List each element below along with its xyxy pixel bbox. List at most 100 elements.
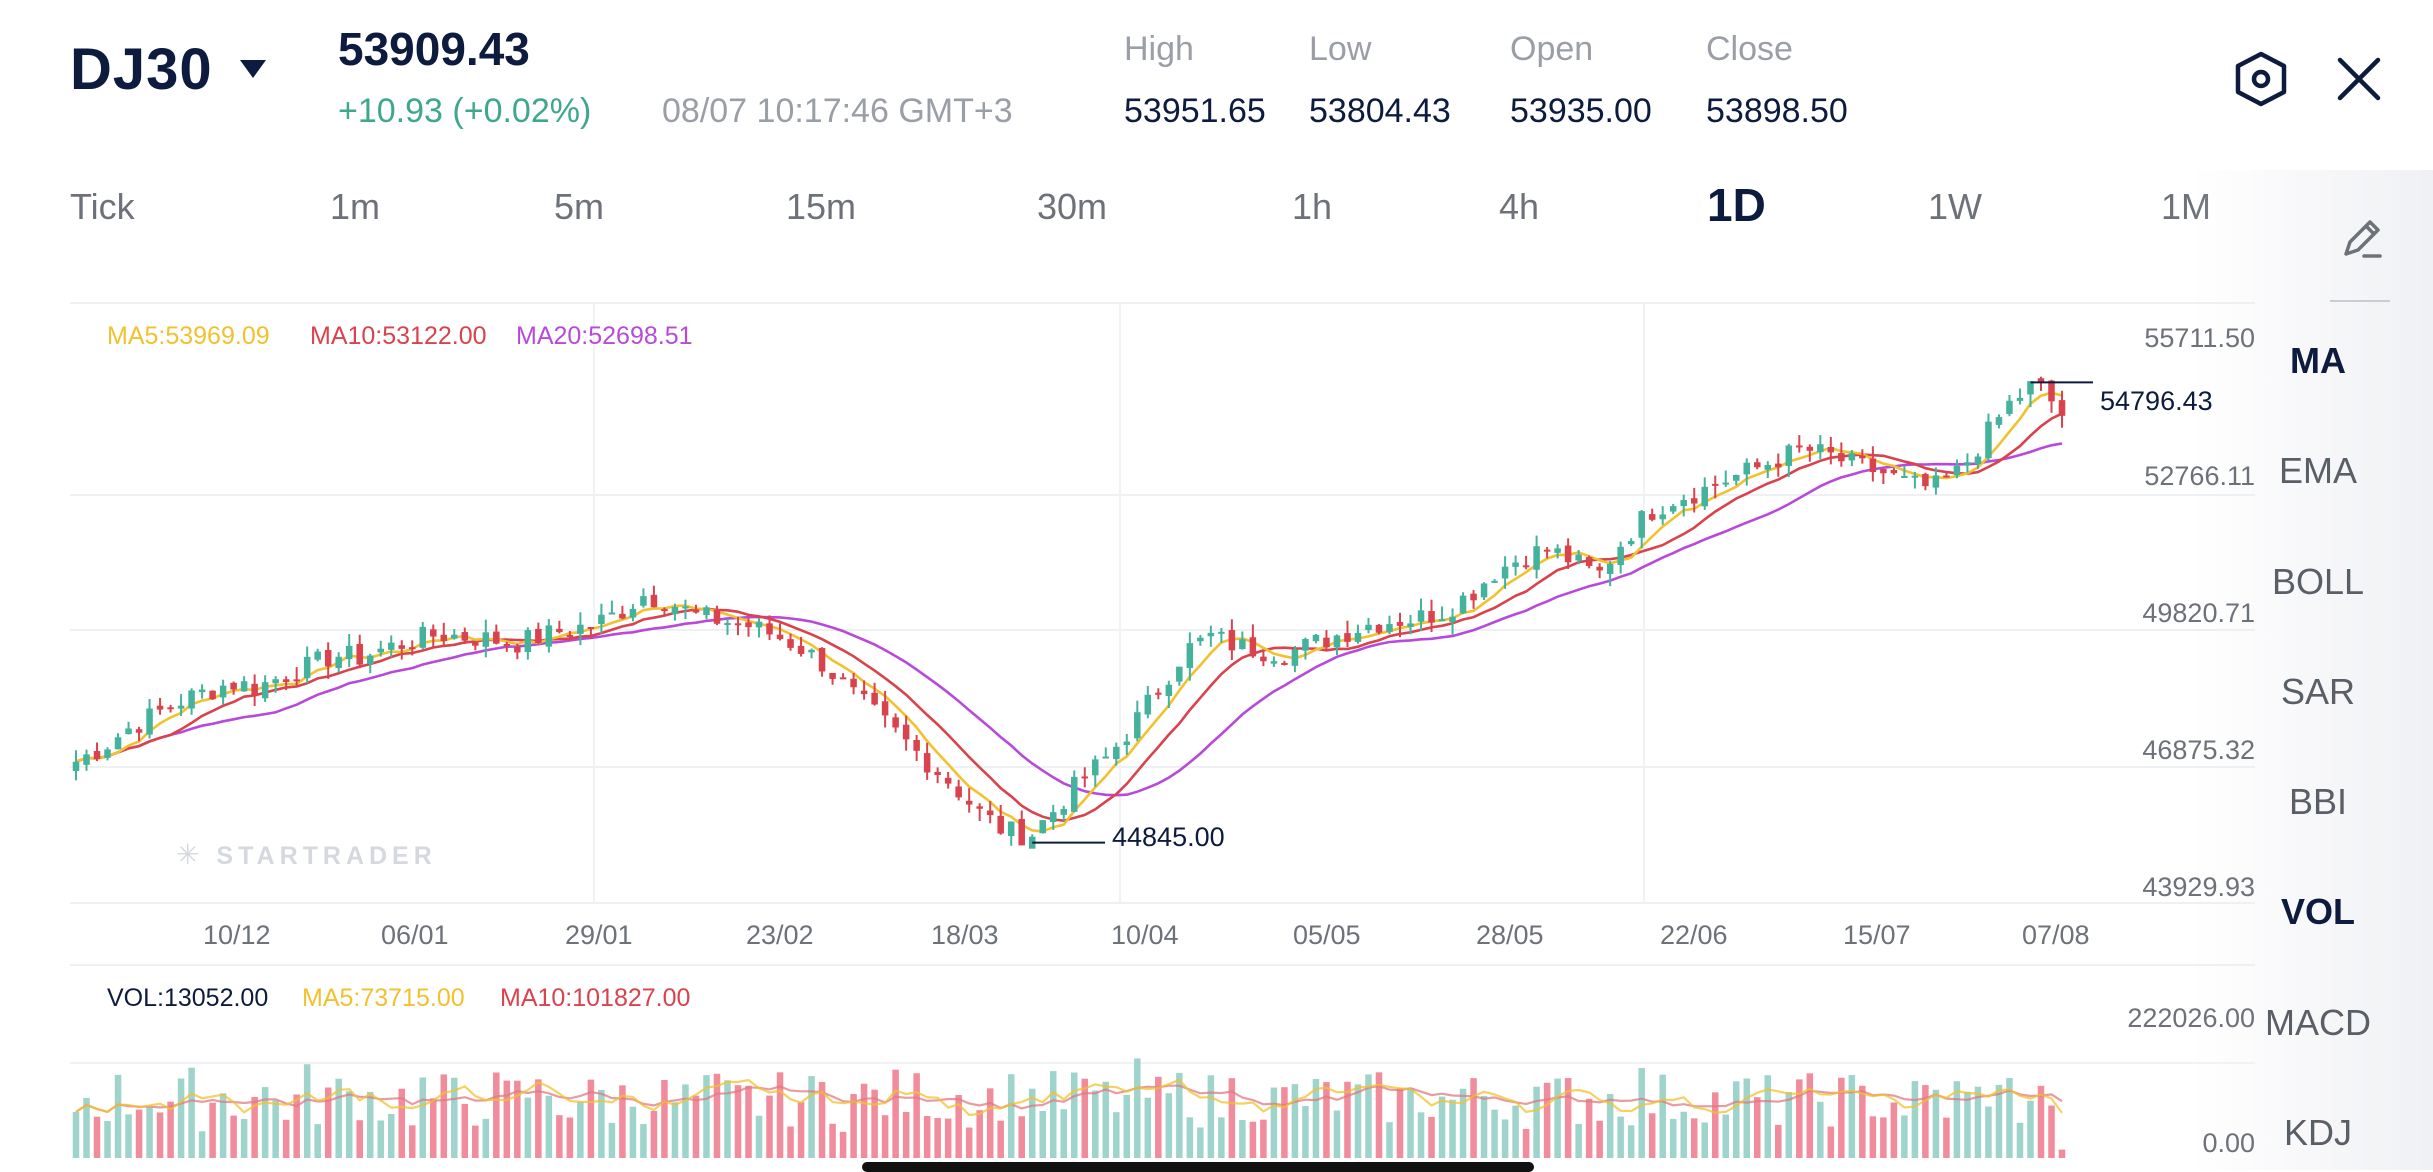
volume-bar xyxy=(1333,1110,1341,1158)
volume-bar xyxy=(1680,1111,1687,1158)
volume-bar xyxy=(451,1077,458,1158)
indicator-macd[interactable]: MACD xyxy=(2265,1002,2371,1043)
candle-body xyxy=(1827,446,1835,453)
close-icon[interactable] xyxy=(2334,54,2384,104)
candle-body xyxy=(125,728,132,735)
candle-body xyxy=(1606,564,1614,574)
tab-4h[interactable]: 4h xyxy=(1499,186,1540,227)
candle-body xyxy=(1522,565,1530,568)
tab-tick[interactable]: Tick xyxy=(70,186,135,227)
candle-body xyxy=(303,656,311,679)
sidebar-background xyxy=(2190,170,2433,1170)
pencil-draw-icon[interactable] xyxy=(2336,212,2388,264)
tab-1m[interactable]: 1m xyxy=(330,186,381,227)
symbol-selector[interactable]: DJ30 xyxy=(70,36,213,103)
volume-bar xyxy=(1239,1119,1246,1158)
candle-body xyxy=(1333,635,1341,648)
candle-body xyxy=(839,677,847,680)
candle-body xyxy=(1312,634,1320,642)
indicator-sar[interactable]: SAR xyxy=(2280,671,2356,712)
volume-bar xyxy=(1396,1088,1404,1158)
candle-body xyxy=(503,643,511,646)
candle-body xyxy=(1911,475,1919,478)
candle-body xyxy=(1060,809,1068,815)
volume-bar xyxy=(1407,1087,1414,1158)
volume-bar xyxy=(251,1096,258,1158)
vol-legend: VOL:13052.00 xyxy=(107,984,269,1012)
quote-timestamp: 08/07 10:17:46 GMT+3 xyxy=(662,92,1013,130)
volume-bar xyxy=(1186,1117,1194,1158)
volume-bar xyxy=(682,1084,689,1158)
symbol-name[interactable]: DJ30 xyxy=(70,37,213,102)
candle-body xyxy=(282,679,290,683)
candle-body xyxy=(1617,546,1624,565)
y-tick-label: 52766.11 xyxy=(2144,461,2255,491)
candle-body xyxy=(629,608,637,618)
candle-body xyxy=(198,689,206,693)
candle-body xyxy=(472,642,479,646)
volume-bar xyxy=(1785,1092,1793,1158)
volume-bar xyxy=(818,1081,826,1158)
indicator-bbi[interactable]: BBI xyxy=(2288,781,2348,822)
volume-bar xyxy=(387,1113,395,1158)
candle-body xyxy=(1680,500,1687,507)
candle-body xyxy=(1785,445,1793,466)
candle-body xyxy=(1018,818,1025,846)
volume-bar xyxy=(356,1120,363,1158)
candle-body xyxy=(566,634,574,637)
stat-open-label: Open xyxy=(1510,30,1594,68)
stat-high-label: High xyxy=(1124,30,1194,68)
price-chart[interactable] xyxy=(0,0,2260,1170)
volume-bar xyxy=(482,1118,490,1158)
x-tick-label: 05/05 xyxy=(1293,920,1361,950)
tab-15m[interactable]: 15m xyxy=(786,186,857,227)
volume-bar xyxy=(1964,1091,1971,1158)
tab-5m[interactable]: 5m xyxy=(554,186,605,227)
tab-1w[interactable]: 1W xyxy=(1928,186,1982,227)
chevron-down-icon[interactable] xyxy=(240,60,266,78)
candle-body xyxy=(923,753,931,773)
volume-bar xyxy=(871,1089,878,1158)
volume-bar xyxy=(692,1095,700,1158)
volume-bar xyxy=(1102,1081,1110,1158)
volume-bar xyxy=(1270,1087,1278,1158)
volume-bar xyxy=(1596,1120,1603,1158)
candle-body xyxy=(356,643,363,665)
candle-body xyxy=(135,729,143,733)
candle-body xyxy=(745,622,752,628)
tab-1d[interactable]: 1D xyxy=(1707,179,1766,231)
volume-bar xyxy=(545,1095,553,1158)
candle-body xyxy=(598,614,605,625)
tab-1h[interactable]: 1h xyxy=(1292,186,1333,227)
candle-body xyxy=(1533,546,1540,570)
volume-bar xyxy=(1092,1090,1099,1158)
volume-bar xyxy=(1070,1072,1078,1158)
indicator-boll[interactable]: BOLL xyxy=(2271,561,2365,602)
candle-body xyxy=(1901,476,1908,479)
volume-bar xyxy=(230,1115,237,1158)
indicator-ema[interactable]: EMA xyxy=(2278,450,2357,491)
volume-bar xyxy=(776,1072,784,1158)
candle-body xyxy=(1438,619,1446,622)
low-marker-label: 44845.00 xyxy=(1112,822,1225,852)
candle-body xyxy=(1648,514,1656,520)
indicator-ma[interactable]: MA xyxy=(2290,340,2346,381)
indicator-vol[interactable]: VOL xyxy=(2280,891,2355,932)
volume-bar xyxy=(514,1080,521,1158)
candle-body xyxy=(335,656,342,668)
indicator-kdj[interactable]: KDJ xyxy=(2283,1112,2352,1153)
tab-30m[interactable]: 30m xyxy=(1037,186,1108,227)
candle-body xyxy=(797,645,805,654)
candle-body xyxy=(209,690,216,700)
volume-bar xyxy=(1281,1087,1288,1158)
candle-body xyxy=(524,630,532,652)
stat-close-label: Close xyxy=(1706,30,1793,68)
volume-bar xyxy=(1018,1116,1025,1158)
settings-icon[interactable] xyxy=(2232,48,2290,110)
candle-body xyxy=(1585,557,1593,567)
candle-body xyxy=(440,634,448,642)
volume-bar xyxy=(608,1122,616,1158)
volume-bar xyxy=(1533,1086,1540,1158)
volume-bar xyxy=(1438,1096,1446,1158)
candle-body xyxy=(1575,554,1582,561)
